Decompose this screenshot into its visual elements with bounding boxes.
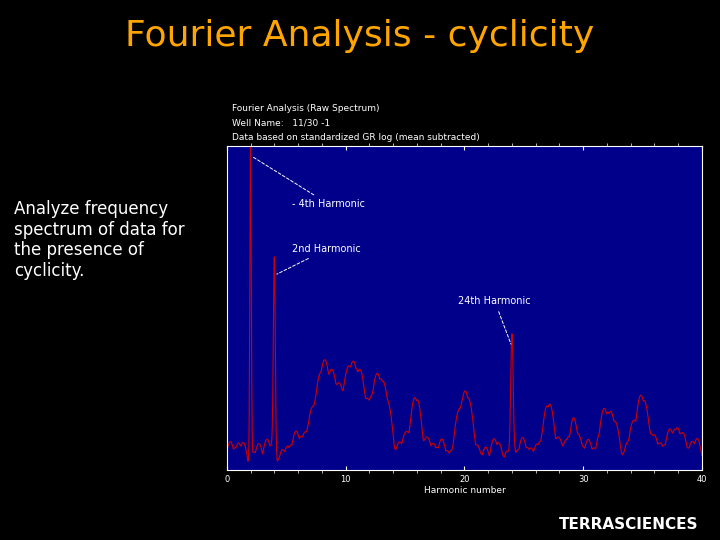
Text: Fourier Analysis (Raw Spectrum): Fourier Analysis (Raw Spectrum) (232, 104, 379, 112)
Text: 24th Harmonic: 24th Harmonic (459, 296, 531, 344)
Text: Data based on standardized GR log (mean subtracted): Data based on standardized GR log (mean … (232, 133, 480, 142)
Text: - 4th Harmonic: - 4th Harmonic (253, 157, 365, 209)
X-axis label: Harmonic number: Harmonic number (423, 487, 505, 495)
Text: 2nd Harmonic: 2nd Harmonic (276, 245, 361, 274)
Text: Well Name:   11/30 -1: Well Name: 11/30 -1 (232, 118, 330, 127)
Text: Analyze frequency
spectrum of data for
the presence of
cyclicity.: Analyze frequency spectrum of data for t… (14, 200, 185, 280)
Text: Fourier Analysis - cyclicity: Fourier Analysis - cyclicity (125, 19, 595, 53)
Text: TERRASCIENCES: TERRASCIENCES (559, 517, 698, 532)
